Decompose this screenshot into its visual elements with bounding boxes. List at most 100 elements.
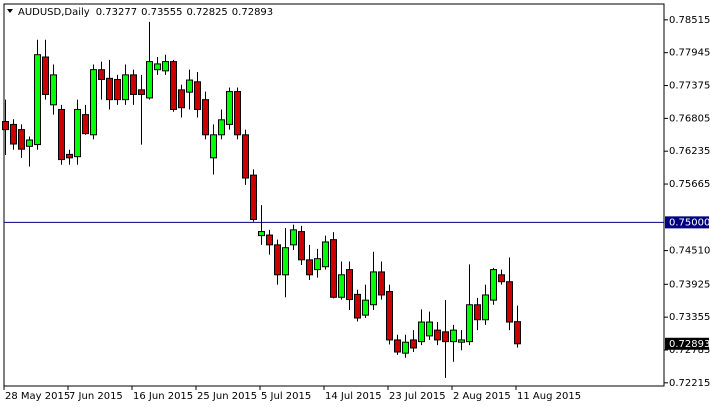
candle	[514, 305, 521, 348]
candle-body	[98, 69, 105, 80]
candle	[258, 205, 265, 245]
candle	[330, 232, 337, 299]
candle	[18, 124, 25, 158]
candle	[354, 289, 361, 322]
y-tick-label: 0.76235	[669, 146, 710, 157]
candle	[138, 74, 145, 145]
candle-body	[314, 258, 321, 271]
candle-body	[370, 271, 377, 306]
y-tick-label: 0.72785	[669, 345, 710, 356]
candle-body	[74, 108, 81, 158]
menu-arrow	[7, 9, 13, 13]
candle-body	[218, 119, 225, 136]
y-tick-label: 0.73925	[669, 279, 710, 290]
candle	[282, 228, 289, 298]
candle	[490, 267, 497, 305]
chart-header: AUDUSD,Daily 0.73277 0.73555 0.72825 0.72893	[18, 7, 273, 18]
candle-body	[354, 293, 361, 319]
candle	[58, 104, 65, 165]
candle-body	[114, 78, 121, 101]
header-high: 0.73555	[141, 7, 182, 18]
candle-body	[186, 79, 193, 93]
candle	[82, 104, 89, 135]
candle-body	[458, 339, 465, 343]
candle-body	[338, 274, 345, 298]
candle	[242, 129, 249, 185]
candle-body	[226, 91, 233, 125]
hline-label: 0.75000	[669, 217, 710, 228]
candle-body	[466, 304, 473, 343]
candle	[402, 334, 409, 358]
candle	[194, 71, 201, 118]
header-open: 0.73277	[96, 7, 137, 18]
candle-body	[378, 271, 385, 296]
candle-body	[426, 321, 433, 337]
candle-body	[242, 134, 249, 179]
hline-label-box	[665, 216, 709, 229]
candle	[66, 149, 73, 165]
candle	[42, 39, 49, 100]
candle-body	[34, 54, 41, 146]
candle-body	[418, 321, 425, 343]
candle	[482, 284, 489, 325]
candle	[450, 324, 457, 362]
candle	[386, 284, 393, 345]
candle	[186, 69, 193, 110]
candle	[346, 261, 353, 310]
candle	[34, 39, 41, 150]
candle	[458, 330, 465, 351]
candle-body	[26, 139, 33, 147]
candle	[178, 84, 185, 118]
candle-body	[266, 234, 273, 246]
y-tick-label: 0.78515	[669, 15, 710, 26]
candle-body	[138, 89, 145, 95]
candle	[154, 57, 161, 75]
candle-body	[170, 61, 177, 110]
candle-body	[210, 134, 217, 159]
x-tick-label: 11 Aug 2015	[517, 391, 581, 402]
candle	[202, 91, 209, 140]
candle-body	[362, 299, 369, 316]
y-tick-label: 0.72215	[669, 378, 710, 389]
candle-body	[402, 341, 409, 354]
y-tick-label: 0.77375	[669, 81, 710, 92]
candle	[250, 169, 257, 222]
candle-body	[298, 231, 305, 261]
price-label: 0.72893	[669, 339, 710, 350]
candle-body	[274, 244, 281, 276]
candle-body	[490, 269, 497, 301]
candle	[10, 119, 17, 150]
candle	[218, 109, 225, 140]
candle-body	[506, 281, 513, 323]
candle	[170, 59, 177, 112]
candle-body	[330, 239, 337, 298]
candle	[434, 322, 441, 346]
candle-body	[322, 241, 329, 268]
candle-body	[58, 108, 65, 161]
candle-body	[10, 123, 17, 145]
candle	[266, 229, 273, 255]
x-tick-label: 28 May 2015	[5, 391, 70, 402]
candle-body	[90, 69, 97, 136]
candle	[146, 21, 153, 100]
candle	[362, 284, 369, 319]
candle	[474, 297, 481, 331]
header-low: 0.72825	[186, 7, 227, 18]
x-tick-label: 16 Jun 2015	[133, 391, 193, 402]
candle	[298, 225, 305, 266]
candle	[130, 69, 137, 105]
candle	[210, 124, 217, 175]
candle	[90, 64, 97, 140]
candle	[306, 244, 313, 280]
candle	[378, 261, 385, 300]
plot-frame	[3, 3, 665, 387]
candle-body	[250, 174, 257, 220]
candle	[26, 136, 33, 167]
candle	[50, 64, 57, 115]
x-tick-label: 23 Jul 2015	[389, 391, 446, 402]
candle	[122, 64, 129, 105]
y-tick-label: 0.74510	[669, 246, 710, 257]
candle	[498, 269, 505, 285]
candle-body	[42, 56, 49, 95]
